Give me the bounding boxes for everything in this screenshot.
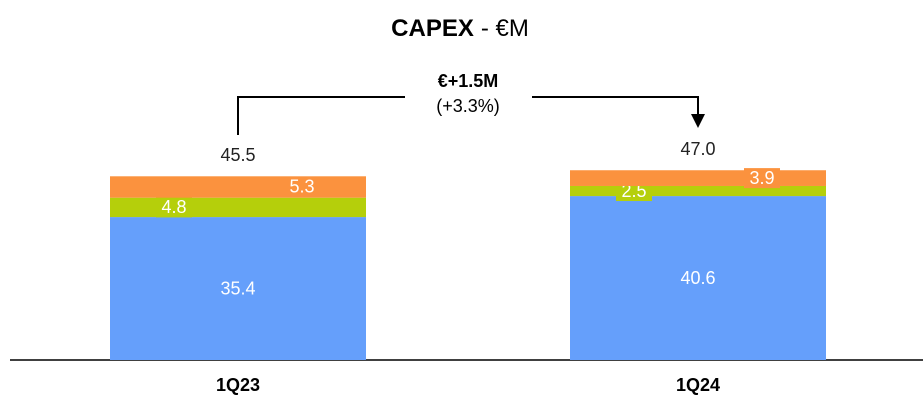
label-box xyxy=(744,168,780,189)
total-label: 45.5 xyxy=(220,145,255,165)
bar-segment xyxy=(570,185,826,197)
bridge-line xyxy=(532,96,699,116)
value-label: 5.3 xyxy=(289,177,314,197)
chart-title: CAPEX - €M xyxy=(391,15,529,42)
bridge-line xyxy=(237,96,405,135)
value-label: 40.6 xyxy=(680,268,715,288)
annotation-delta: €+1.5M xyxy=(438,71,499,91)
title-unit: - €M xyxy=(481,15,529,42)
x-tick-label: 1Q23 xyxy=(216,375,260,395)
bar-segment xyxy=(110,197,366,218)
bar-segment xyxy=(570,170,826,186)
label-box xyxy=(616,181,652,202)
annotation-pct: (+3.3%) xyxy=(436,96,500,116)
x-tick-label: 1Q24 xyxy=(676,375,720,395)
total-label: 47.0 xyxy=(680,139,715,159)
value-label: 35.4 xyxy=(220,278,255,298)
label-box xyxy=(284,176,320,197)
bar-segment xyxy=(110,217,366,360)
value-label: 4.8 xyxy=(161,197,186,217)
title-bold: CAPEX xyxy=(391,15,474,42)
label-box xyxy=(156,197,192,218)
bar-segment xyxy=(570,196,826,360)
value-label: 3.9 xyxy=(749,168,774,188)
arrow-head xyxy=(691,114,705,128)
bar-segment xyxy=(110,176,366,198)
